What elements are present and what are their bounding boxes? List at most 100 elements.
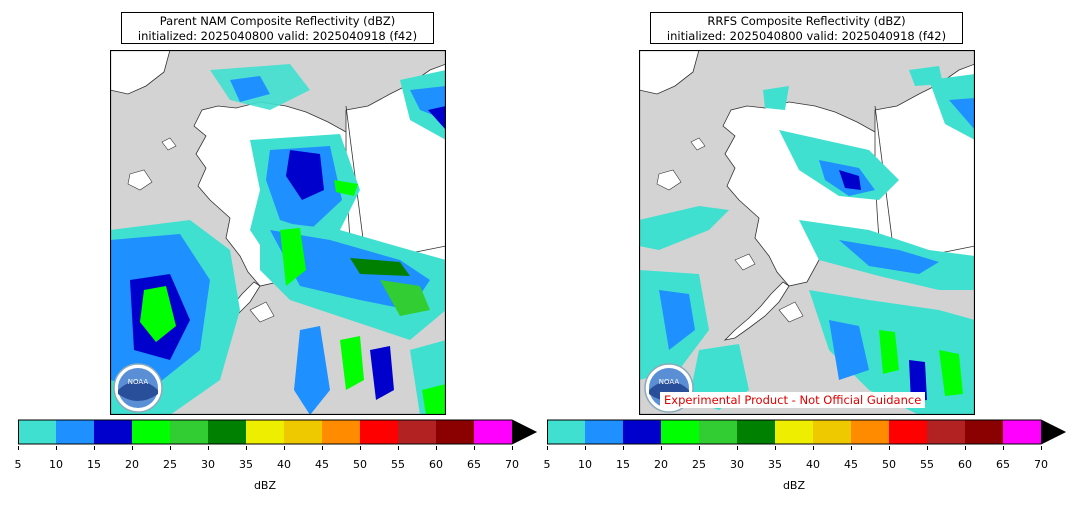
colorbar-tick [284,446,285,450]
logo-text: NOAA [659,378,680,386]
disclaimer-banner: Experimental Product - Not Official Guid… [660,392,926,408]
colorbar-tick [398,446,399,450]
colorbar-tick-label: 50 [882,458,896,471]
colorbar-segment [661,420,700,444]
colorbar-segment [813,420,852,444]
colorbar-tick-label: 20 [125,458,139,471]
colorbar-tick [1041,446,1042,450]
colorbar-tick-label: 35 [239,458,253,471]
colorbar-ticks: 5 10 15 20 25 30 35 40 45 50 55 60 65 70 [543,446,1048,476]
colorbar-segment [623,420,662,444]
colorbar-segment [56,420,95,444]
colorbar-tick [547,446,548,450]
land-island [690,137,706,151]
colorbar-tick [360,446,361,450]
colorbar-tick-label: 55 [920,458,934,471]
colorbar-segment [585,420,624,444]
colorbar-segment [547,420,586,444]
nam-reflectivity-map: NOAA [110,50,446,415]
colorbar-ticks: 5 10 15 20 25 30 35 40 45 50 55 60 65 70 [14,446,519,476]
colorbar-tick [208,446,209,450]
colorbar-tick-label: 40 [806,458,820,471]
colorbar-tick-label: 15 [87,458,101,471]
colorbar-segment [927,420,966,444]
map-title: Parent NAM Composite Reflectivity (dBZ) [159,14,396,28]
colorbar-segment [94,420,133,444]
colorbar-tick-label: 30 [730,458,744,471]
colorbar-tick [512,446,513,450]
colorbar-outline [18,419,538,445]
colorbar-tick [246,446,247,450]
colorbar-tick [927,446,928,450]
colorbar-label: dBZ [253,479,277,492]
colorbar-tick [699,446,700,450]
colorbar-extend-arrow [512,420,536,444]
colorbar-segment [284,420,323,444]
colorbar-tick-label: 5 [543,458,551,471]
colorbar-tick [813,446,814,450]
colorbar-tick-label: 50 [353,458,367,471]
colorbar-segment [208,420,247,444]
colorbar-tick-label: 65 [996,458,1010,471]
colorbar-tick [170,446,171,450]
colorbar-tick-label: 25 [692,458,706,471]
colorbar-tick-label: 10 [578,458,592,471]
map-frame [110,50,446,415]
colorbar-label: dBZ [782,479,806,492]
colorbar-tick [322,446,323,450]
colorbar-segment [699,420,738,444]
land-chukotka [639,50,700,95]
colorbar-segment [246,420,285,444]
colorbar-segment [322,420,361,444]
map-subtitle: initialized: 2025040800 valid: 202504091… [666,29,947,43]
colorbar-segment [360,420,399,444]
colorbar-tick [18,446,19,450]
colorbar-tick-label: 70 [505,458,519,471]
map-frame [639,50,975,415]
colorbar-segment [170,420,209,444]
colorbar-tick [737,446,738,450]
land-island [127,169,153,191]
colorbar-tick-label: 30 [201,458,215,471]
colorbar-extend-arrow [1041,420,1065,444]
land-island [734,253,756,271]
map-title-box: RRFS Composite Reflectivity (dBZ) initia… [650,12,963,44]
map-svg: NOAA [639,50,975,415]
colorbar [547,419,1067,445]
colorbar-tick-label: 15 [616,458,630,471]
map-subtitle: initialized: 2025040800 valid: 202504091… [137,29,418,43]
colorbar-tick-label: 70 [1034,458,1048,471]
colorbar-tick-label: 10 [49,458,63,471]
land-island [161,137,177,151]
colorbar-tick [889,446,890,450]
colorbar-tick-label: 45 [315,458,329,471]
colorbar-tick [585,446,586,450]
land-chukotka [110,50,171,95]
reflectivity-echoes [639,66,975,415]
colorbar-segment [737,420,776,444]
colorbar-tick-label: 60 [429,458,443,471]
colorbar-tick-label: 55 [391,458,405,471]
colorbar-tick [56,446,57,450]
logo-text: NOAA [128,378,149,386]
colorbar-tick [1003,446,1004,450]
rrfs-panel: RRFS Composite Reflectivity (dBZ) initia… [529,0,1069,508]
colorbar-tick-label: 65 [467,458,481,471]
colorbar-segment [1003,420,1042,444]
colorbar-segment [851,420,890,444]
colorbar-segment [775,420,814,444]
colorbar-segment [436,420,475,444]
colorbar-tick-label: 5 [14,458,22,471]
rrfs-reflectivity-map: NOAA [639,50,975,415]
noaa-logo: NOAA [113,363,163,413]
colorbar-segment [132,420,171,444]
nam-panel: Parent NAM Composite Reflectivity (dBZ) … [14,12,538,492]
colorbar-tick [661,446,662,450]
colorbar-tick-label: 40 [277,458,291,471]
colorbar-tick [436,446,437,450]
colorbar-segment [965,420,1004,444]
colorbar [18,419,538,445]
colorbar-segment [18,420,57,444]
map-title-box: Parent NAM Composite Reflectivity (dBZ) … [121,12,434,44]
colorbar-tick [94,446,95,450]
